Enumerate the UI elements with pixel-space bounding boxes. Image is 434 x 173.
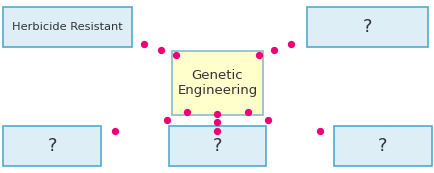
FancyBboxPatch shape <box>3 7 131 47</box>
Point <box>157 49 164 52</box>
Text: ?: ? <box>47 137 57 155</box>
Text: Genetic
Engineering: Genetic Engineering <box>177 69 257 97</box>
Point <box>255 54 262 57</box>
Point <box>214 129 220 132</box>
Point <box>214 113 220 116</box>
FancyBboxPatch shape <box>3 126 101 166</box>
Text: Herbicide Resistant: Herbicide Resistant <box>12 22 122 32</box>
Point <box>140 43 147 45</box>
Point <box>270 49 277 52</box>
Text: ?: ? <box>377 137 387 155</box>
FancyBboxPatch shape <box>168 126 266 166</box>
Point <box>172 54 179 57</box>
Point <box>164 119 171 122</box>
Point <box>183 111 190 114</box>
Point <box>244 111 251 114</box>
FancyBboxPatch shape <box>171 51 263 115</box>
Point <box>214 121 220 123</box>
Point <box>287 43 294 45</box>
FancyBboxPatch shape <box>306 7 427 47</box>
Point <box>112 129 118 132</box>
Text: ?: ? <box>362 18 372 36</box>
Point <box>316 129 322 132</box>
Point <box>263 119 270 122</box>
FancyBboxPatch shape <box>333 126 431 166</box>
Text: ?: ? <box>212 137 222 155</box>
